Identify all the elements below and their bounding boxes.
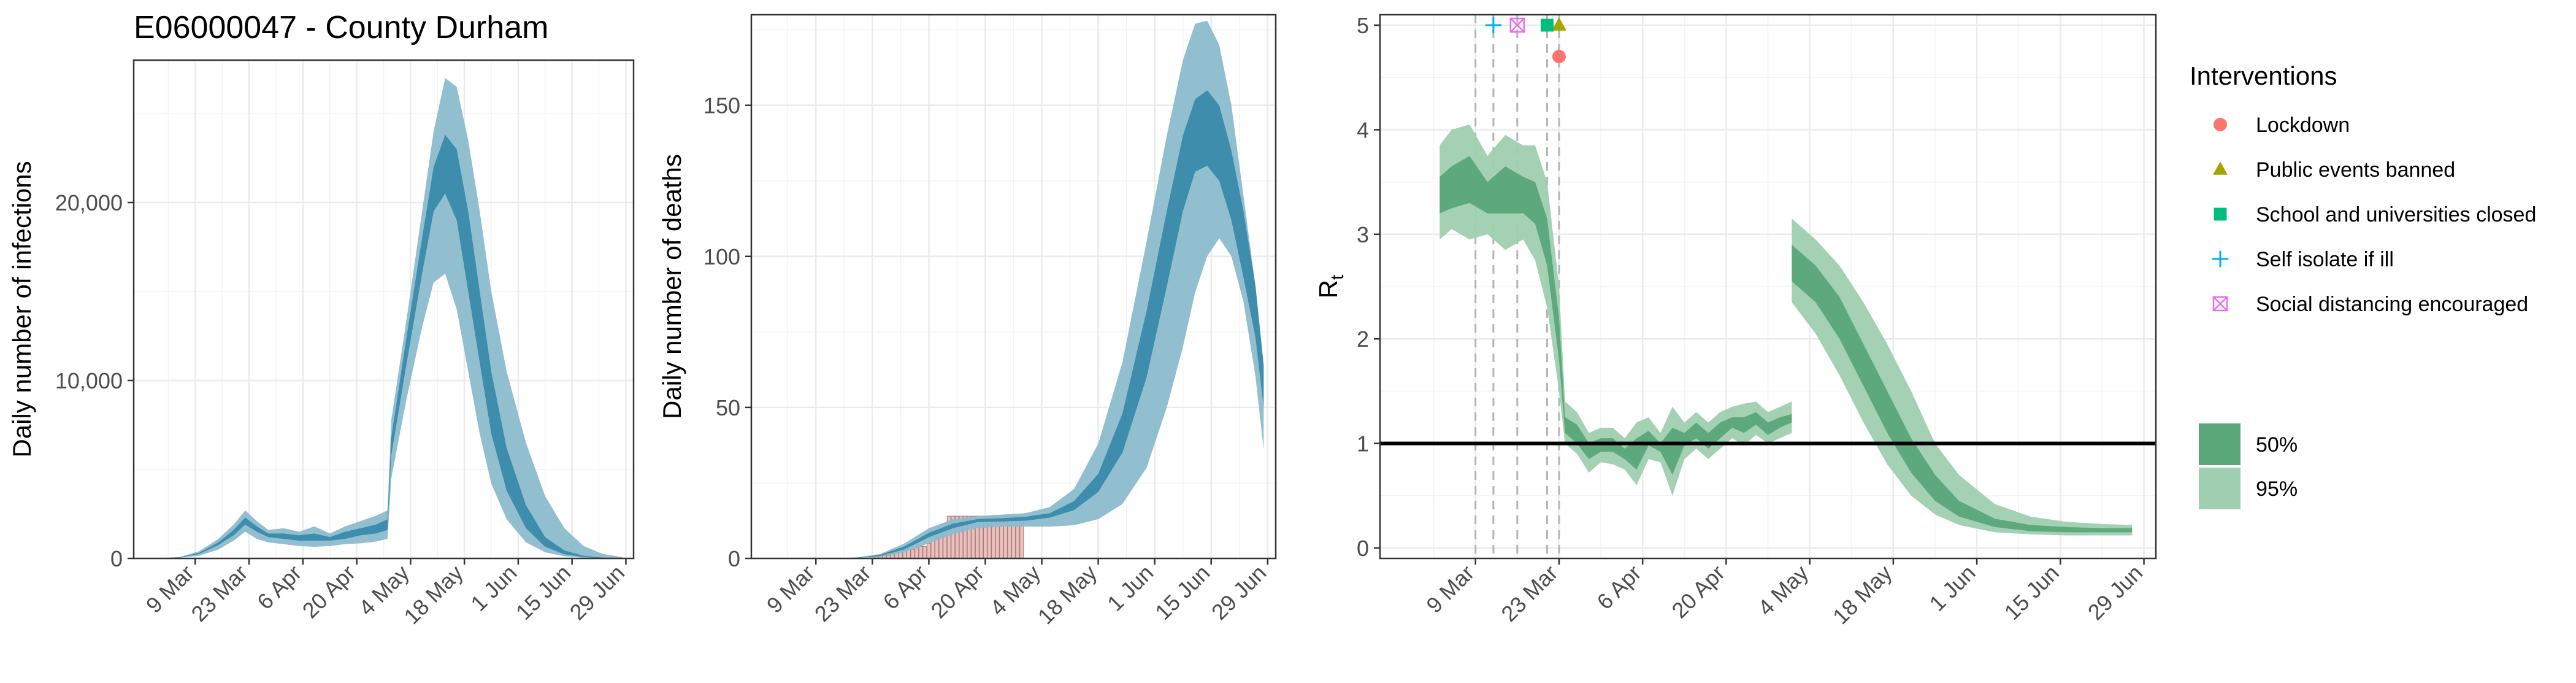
band-95	[799, 20, 1264, 559]
x-tick-label: 9 Mar	[1421, 560, 1479, 618]
panel-border	[750, 14, 1277, 560]
x-tick-label: 20 Apr	[1666, 560, 1730, 623]
intervention-marker	[1509, 17, 1525, 33]
legend-label: Public events banned	[2256, 158, 2455, 182]
x-tick-label: 1 Jun	[1924, 560, 1980, 616]
x-tick-label: 23 Mar	[186, 560, 253, 627]
legend-label: Self isolate if ill	[2256, 248, 2394, 271]
band-50	[799, 90, 1264, 559]
x-tick-label: 29 Jun	[565, 560, 629, 625]
y-axis-label: Rt	[1314, 274, 1347, 298]
x-tick-label: 6 Apr	[1592, 560, 1646, 614]
y-axis-label: Daily number of infections	[7, 161, 36, 457]
bar	[930, 539, 935, 559]
legend-key	[2212, 161, 2228, 175]
legend-label: School and universities closed	[2256, 203, 2536, 226]
legend-label: 95%	[2256, 477, 2298, 501]
intervention-marker	[1552, 50, 1566, 64]
x-tick-label: 4 May	[1753, 560, 1813, 620]
band-50	[1439, 156, 2133, 533]
legend-key	[2212, 296, 2228, 312]
band-95	[1439, 124, 2133, 536]
rt-panel: 0 1 2 3 4 5 9 Mar 23 Mar 6 Apr 20 Apr 4 May 18 May 1…	[1314, 13, 2157, 629]
y-tick-label: 0	[1357, 536, 1369, 561]
x-tick-label: 1 Jun	[1102, 560, 1158, 616]
x-tick-label: 20 Apr	[297, 560, 361, 623]
x-tick-label: 15 Jun	[1150, 560, 1214, 625]
y-tick-label: 4	[1357, 117, 1369, 142]
y-tick-label: 2	[1357, 326, 1369, 352]
y-tick-label: 150	[703, 93, 740, 118]
intervention-marker	[1485, 17, 1502, 34]
bar	[910, 549, 915, 559]
x-tick-label: 15 Jun	[511, 560, 575, 625]
x-tick-label: 23 Mar	[810, 560, 876, 627]
intervention-marker	[1541, 18, 1554, 32]
x-tick-label: 18 May	[1828, 560, 1896, 629]
legend-title: Interventions	[2190, 61, 2337, 90]
y-tick-label: 1	[1357, 431, 1369, 457]
y-axis-label: Daily number of deaths	[657, 154, 686, 419]
x-tick-label: 20 Apr	[926, 560, 989, 623]
legend-key	[2214, 118, 2227, 131]
bar	[926, 542, 931, 559]
legend-key	[2212, 250, 2229, 268]
legend-key	[2199, 423, 2241, 465]
y-tick-label: 0	[728, 546, 740, 571]
legend-label: 50%	[2256, 433, 2298, 457]
chart-title: E06000047 - County Durham	[134, 10, 548, 45]
x-tick-label: 29 Jun	[1206, 560, 1271, 625]
bar	[918, 546, 923, 559]
y-tick-label: 20,000	[55, 190, 123, 215]
x-tick-label: 6 Apr	[878, 560, 932, 614]
legend: Interventions Lockdown Public events bann…	[2190, 61, 2536, 509]
bar	[922, 546, 927, 559]
x-tick-label: 23 Mar	[1496, 560, 1562, 627]
y-tick-label: 3	[1357, 222, 1369, 247]
y-tick-label: 10,000	[55, 368, 123, 393]
y-axis-label-subscript: t	[1327, 274, 1347, 280]
x-tick-label: 18 May	[399, 560, 467, 629]
legend-key	[2199, 468, 2241, 509]
panel-border	[1379, 14, 2157, 560]
legend-label: Social distancing encouraged	[2256, 293, 2528, 316]
band-50	[153, 134, 623, 559]
x-tick-label: 29 Jun	[2083, 560, 2147, 625]
legend-label: Lockdown	[2256, 114, 2350, 137]
y-tick-label: 50	[716, 395, 740, 420]
x-tick-label: 18 May	[1033, 560, 1102, 629]
plot-area	[751, 15, 1276, 560]
bar	[914, 547, 919, 559]
band-95	[153, 78, 623, 558]
panel-border	[132, 59, 635, 560]
y-tick-label: 5	[1357, 13, 1369, 38]
x-tick-label: 15 Jun	[1999, 560, 2064, 625]
y-tick-label: 0	[110, 546, 123, 571]
intervention-marker	[1551, 17, 1567, 31]
legend-key	[2214, 207, 2227, 221]
plot-area	[1380, 15, 2156, 558]
plot-area	[134, 60, 634, 560]
y-tick-label: 100	[703, 244, 740, 269]
